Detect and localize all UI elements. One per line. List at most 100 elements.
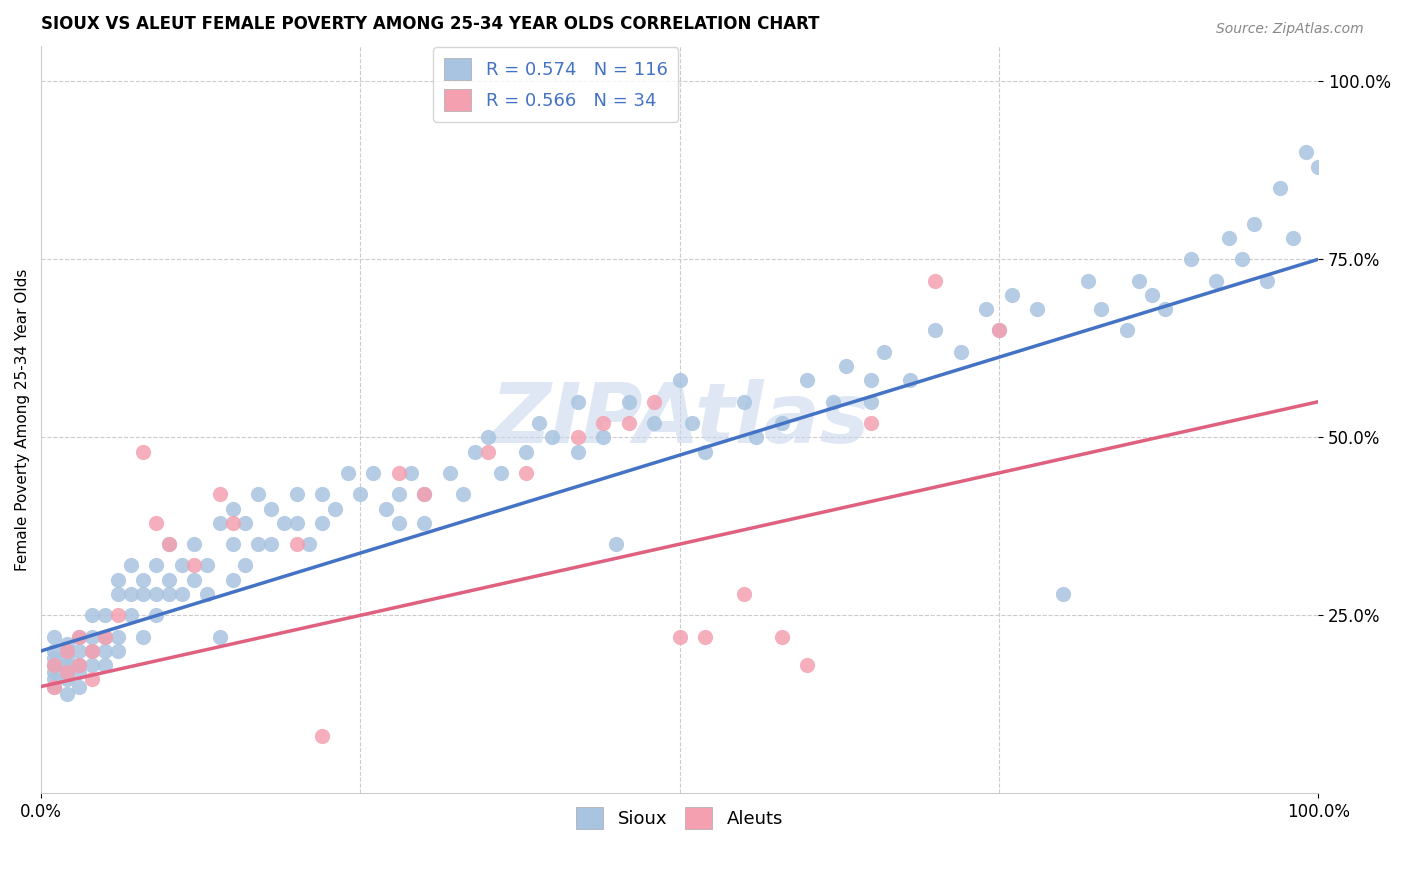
Point [55,644,77,658]
Point [132,630,155,644]
Point [94,630,117,644]
Point [1243,217,1265,231]
Point [170,558,193,573]
Point [94,644,117,658]
Point [247,537,270,551]
Point [107,608,129,623]
Point [413,487,436,501]
Point [285,487,308,501]
Point [67,644,90,658]
Point [132,587,155,601]
Point [221,516,243,530]
Point [208,487,231,501]
Point [617,394,640,409]
Point [260,501,283,516]
Point [835,359,858,373]
Point [42,680,65,694]
Point [55,665,77,680]
Point [1090,302,1112,317]
Point [170,587,193,601]
Point [42,658,65,673]
Point [285,537,308,551]
Point [605,537,627,551]
Point [67,658,90,673]
Point [1218,231,1240,245]
Point [82,673,104,687]
Point [924,324,946,338]
Point [221,573,243,587]
Point [260,537,283,551]
Point [107,587,129,601]
Point [208,630,231,644]
Point [515,444,537,458]
Point [860,373,883,387]
Point [860,416,883,430]
Point [592,430,614,444]
Point [1052,587,1074,601]
Point [55,637,77,651]
Point [107,644,129,658]
Point [361,466,384,480]
Point [55,651,77,665]
Point [235,558,257,573]
Point [695,630,717,644]
Point [592,416,614,430]
Point [873,344,896,359]
Point [195,587,218,601]
Point [1077,274,1099,288]
Point [82,644,104,658]
Point [42,673,65,687]
Point [145,608,167,623]
Point [733,394,755,409]
Text: ZIPAtlas: ZIPAtlas [491,379,869,460]
Y-axis label: Female Poverty Among 25-34 Year Olds: Female Poverty Among 25-34 Year Olds [15,268,30,571]
Point [668,630,690,644]
Point [388,487,411,501]
Point [1154,302,1177,317]
Point [55,658,77,673]
Point [695,444,717,458]
Point [157,587,180,601]
Point [247,487,270,501]
Point [298,537,321,551]
Point [55,644,77,658]
Point [796,373,818,387]
Point [477,430,499,444]
Point [145,558,167,573]
Point [311,516,333,530]
Point [374,501,396,516]
Point [285,516,308,530]
Point [235,516,257,530]
Point [208,516,231,530]
Point [55,687,77,701]
Point [107,630,129,644]
Point [273,516,295,530]
Point [132,444,155,458]
Point [388,466,411,480]
Point [42,665,65,680]
Point [145,587,167,601]
Point [1115,324,1137,338]
Point [515,466,537,480]
Point [94,658,117,673]
Point [668,373,690,387]
Point [120,558,142,573]
Point [42,658,65,673]
Point [1256,274,1278,288]
Point [567,394,589,409]
Point [195,558,218,573]
Point [745,430,768,444]
Point [55,665,77,680]
Point [821,394,844,409]
Point [42,651,65,665]
Point [643,416,665,430]
Point [107,573,129,587]
Point [67,630,90,644]
Point [157,537,180,551]
Point [1001,288,1024,302]
Point [974,302,997,317]
Point [120,587,142,601]
Point [120,608,142,623]
Point [413,516,436,530]
Point [567,444,589,458]
